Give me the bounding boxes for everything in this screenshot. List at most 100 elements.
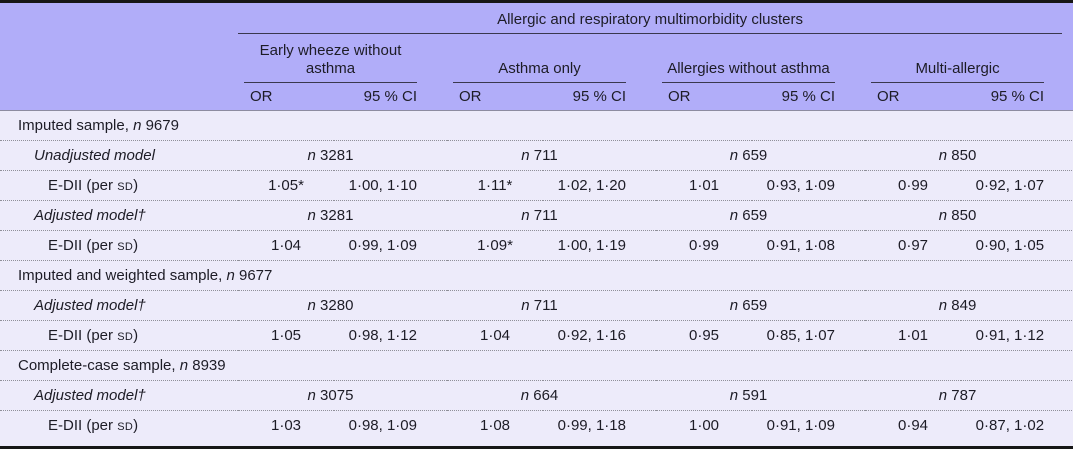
model-row: Adjusted model† n 3281 n 711 n 659 n 850 (0, 200, 1073, 231)
n-symbol: n (521, 297, 530, 314)
group-n-value: n 711 (447, 200, 656, 231)
group-label: Early wheeze without asthma (244, 34, 417, 83)
model-label: Adjusted model† (0, 200, 238, 231)
ci-header: 95 % CI (543, 83, 656, 111)
or-value: 1·05 (238, 320, 334, 351)
group-n-value: n 850 (865, 140, 1073, 171)
group-n-value: n 850 (865, 200, 1073, 231)
n-symbol: n (307, 297, 316, 314)
subheader-row: OR 95 % CI OR 95 % CI OR 95 % CI OR 95 % CI (0, 83, 1073, 111)
n-symbol: n (938, 297, 948, 314)
n-symbol: n (179, 357, 189, 374)
or-header: OR (447, 83, 543, 111)
results-table: Allergic and respiratory multimorbidity … (0, 3, 1073, 440)
ci-value: 0·85, 1·07 (752, 320, 865, 351)
spanner-title: Allergic and respiratory multimorbidity … (238, 3, 1063, 34)
model-label: Unadjusted model (0, 140, 238, 171)
ci-value: 1·02, 1·20 (543, 170, 656, 201)
or-value: 1·05* (238, 170, 334, 201)
or-value: 1·01 (865, 320, 961, 351)
ci-header: 95 % CI (752, 83, 865, 111)
ci-value: 1·00, 1·19 (543, 230, 656, 261)
ci-value: 0·99, 1·09 (334, 230, 447, 261)
n-symbol: n (938, 387, 948, 404)
group-n-value: n 591 (656, 380, 865, 411)
ci-value: 0·98, 1·09 (334, 410, 447, 440)
or-value: 0·99 (656, 230, 752, 261)
n-symbol: n (521, 207, 530, 224)
or-value: 1·00 (656, 410, 752, 440)
n-symbol: n (729, 147, 739, 164)
group-n-value: n 711 (447, 290, 656, 321)
ci-value: 0·90, 1·05 (961, 230, 1073, 261)
or-value: 1·01 (656, 170, 752, 201)
column-group-3: Allergies without asthma (656, 34, 865, 83)
group-n-value: n 659 (656, 290, 865, 321)
column-group-4: Multi-allergic (865, 34, 1073, 83)
stub-blank (0, 34, 238, 83)
or-header: OR (865, 83, 961, 111)
group-label: Asthma only (453, 34, 626, 83)
model-label: Adjusted model† (0, 290, 238, 321)
data-row: E-DII (per SD) 1·05* 1·00, 1·10 1·11* 1·02, … (0, 170, 1073, 201)
ci-value: 0·87, 1·02 (961, 410, 1073, 440)
section-label: Imputed and weighted sample, n 9677 (0, 260, 1073, 291)
n-symbol: n (729, 387, 739, 404)
model-row: Adjusted model† n 3075 n 664 n 591 n 787 (0, 380, 1073, 411)
ci-value: 0·99, 1·18 (543, 410, 656, 440)
or-value: 1·08 (447, 410, 543, 440)
variable-label: E-DII (per SD) (0, 230, 238, 261)
group-n-value: n 711 (447, 140, 656, 171)
ci-header: 95 % CI (961, 83, 1073, 111)
or-value: 0·99 (865, 170, 961, 201)
model-label: Adjusted model† (0, 380, 238, 411)
ci-value: 1·00, 1·10 (334, 170, 447, 201)
group-n-value: n 3280 (238, 290, 447, 321)
smallcaps-sd: SD (117, 181, 134, 193)
group-n-value: n 787 (865, 380, 1073, 411)
group-n-value: n 659 (656, 200, 865, 231)
section-row: Imputed and weighted sample, n 9677 (0, 260, 1073, 291)
model-row: Unadjusted model n 3281 n 711 n 659 n 850 (0, 140, 1073, 171)
ci-header: 95 % CI (334, 83, 447, 111)
or-value: 1·04 (447, 320, 543, 351)
ci-value: 0·91, 1·09 (752, 410, 865, 440)
or-header: OR (656, 83, 752, 111)
data-row: E-DII (per SD) 1·05 0·98, 1·12 1·04 0·92, 1·… (0, 320, 1073, 351)
spanner-cell: Allergic and respiratory multimorbidity … (238, 3, 1073, 34)
group-n-value: n 3281 (238, 140, 447, 171)
smallcaps-sd: SD (117, 421, 134, 433)
data-row: E-DII (per SD) 1·04 0·99, 1·09 1·09* 1·00, 1… (0, 230, 1073, 261)
or-value: 1·11* (447, 170, 543, 201)
or-value: 0·94 (865, 410, 961, 440)
n-symbol: n (938, 147, 948, 164)
n-symbol: n (729, 207, 739, 224)
or-value: 1·09* (447, 230, 543, 261)
column-group-2: Asthma only (447, 34, 656, 83)
group-n-value: n 3075 (238, 380, 447, 411)
section-row: Complete-case sample, n 8939 (0, 350, 1073, 381)
stub-blank (0, 83, 238, 111)
group-n-value: n 849 (865, 290, 1073, 321)
n-symbol: n (520, 387, 530, 404)
ci-value: 0·98, 1·12 (334, 320, 447, 351)
ci-value: 0·93, 1·09 (752, 170, 865, 201)
n-symbol: n (307, 147, 316, 164)
ci-value: 0·91, 1·12 (961, 320, 1073, 351)
group-n-value: n 664 (447, 380, 656, 411)
or-header: OR (238, 83, 334, 111)
column-group-1: Early wheeze without asthma (238, 34, 447, 83)
ci-value: 0·92, 1·16 (543, 320, 656, 351)
group-label-row: Early wheeze without asthma Asthma only Al… (0, 34, 1073, 83)
variable-label: E-DII (per SD) (0, 410, 238, 440)
ci-value: 0·91, 1·08 (752, 230, 865, 261)
spanner-row: Allergic and respiratory multimorbidity … (0, 3, 1073, 34)
n-symbol: n (307, 207, 316, 224)
group-label: Multi-allergic (871, 34, 1045, 83)
n-symbol: n (226, 267, 235, 284)
smallcaps-sd: SD (117, 331, 134, 343)
n-symbol: n (133, 117, 142, 134)
variable-label: E-DII (per SD) (0, 320, 238, 351)
n-symbol: n (307, 387, 316, 404)
